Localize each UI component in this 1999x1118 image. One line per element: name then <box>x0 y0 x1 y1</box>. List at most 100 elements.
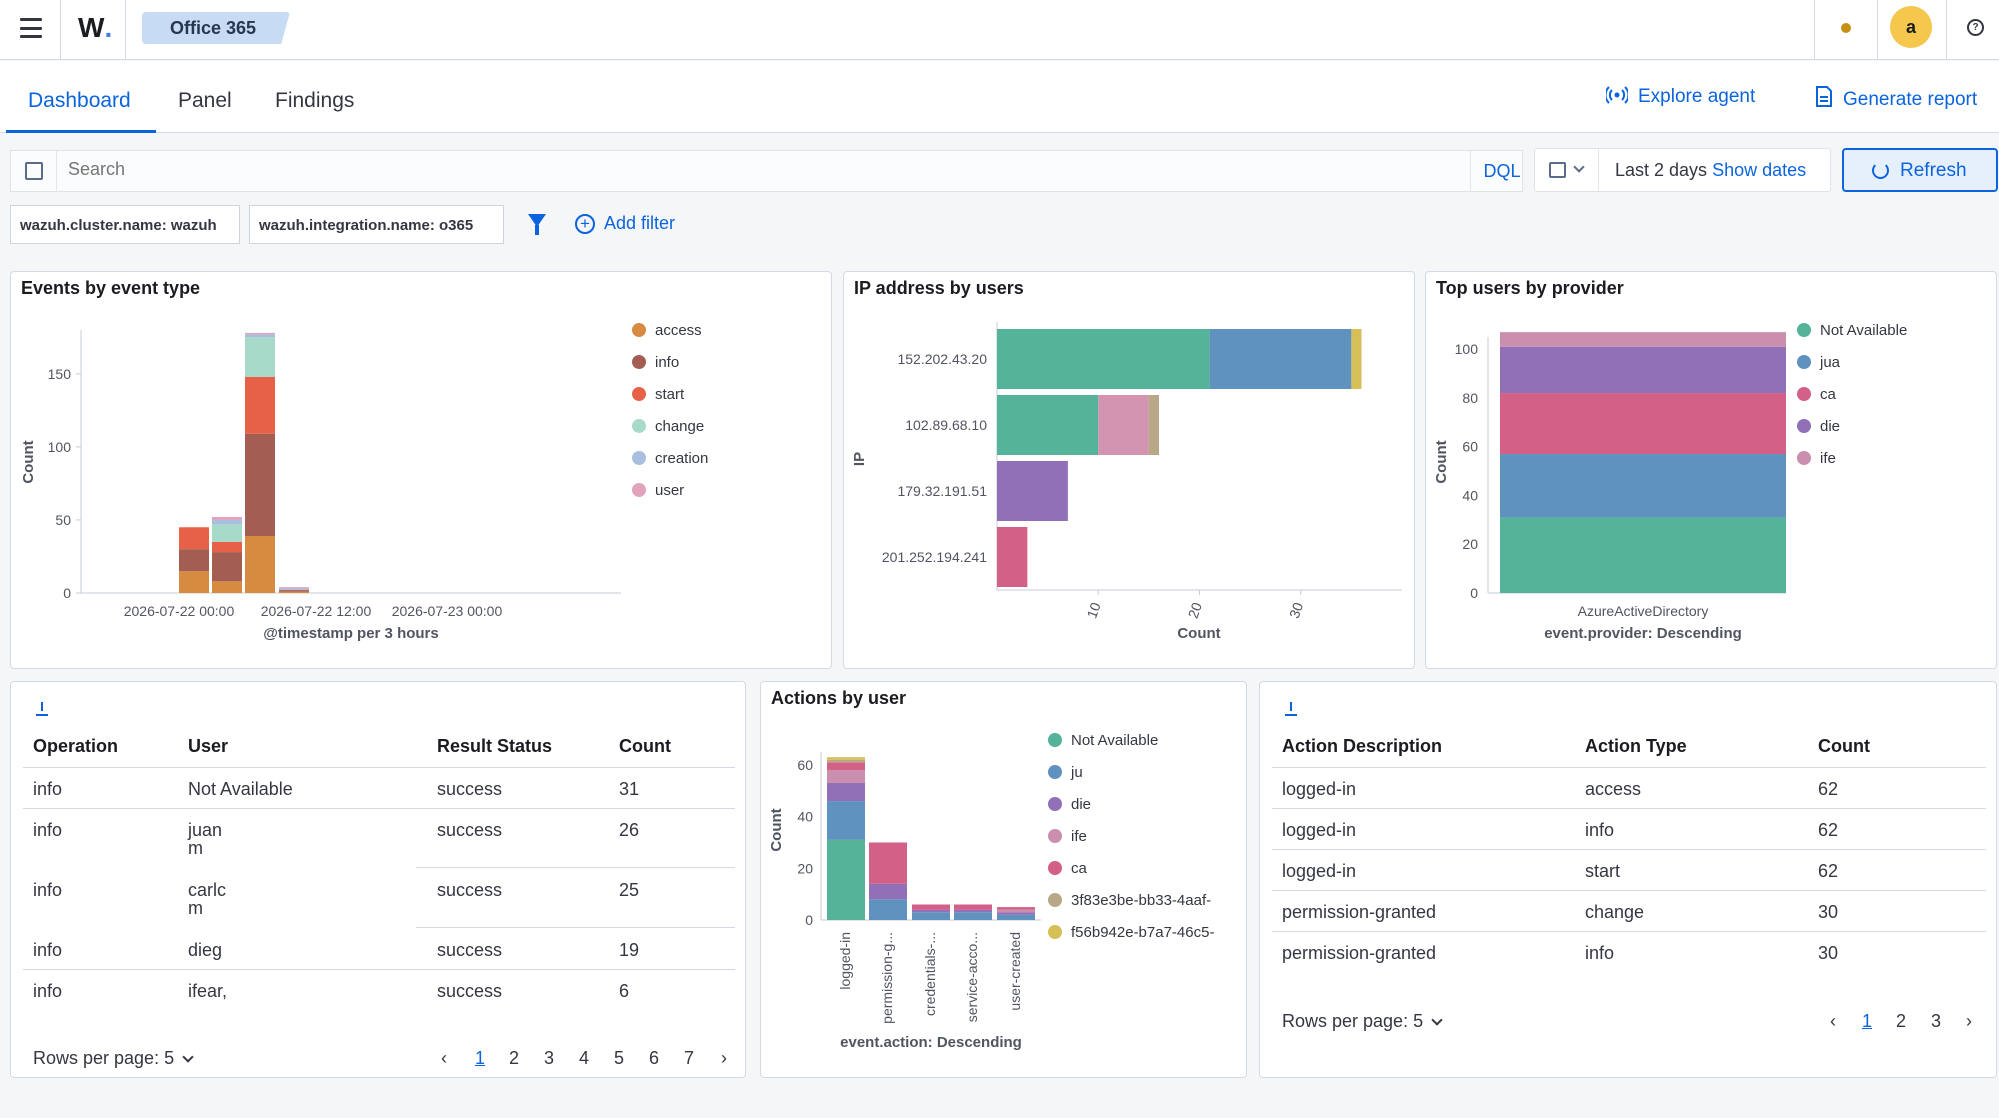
page-button[interactable]: 3 <box>1931 1011 1942 1031</box>
search-input[interactable] <box>68 159 1068 180</box>
download-icon[interactable] <box>35 702 51 718</box>
legend-swatch <box>1048 765 1062 779</box>
legend-swatch <box>632 483 646 497</box>
cell-status: success <box>437 940 503 960</box>
page-button[interactable]: 5 <box>614 1048 625 1068</box>
y-tick-label: 100 <box>1455 341 1479 357</box>
legend-label: ca <box>1071 860 1088 877</box>
cell-status: success <box>437 779 503 799</box>
rows-per-page-select[interactable]: Rows per page: 5 <box>1282 1011 1443 1032</box>
prev-page-icon[interactable]: ‹ <box>441 1048 447 1068</box>
y-tick-label: 0 <box>63 585 71 601</box>
x-tick-label: credentials-... <box>922 932 938 1016</box>
x-tick-label: 2026-07-22 00:00 <box>124 603 235 619</box>
cell-operation: info <box>33 820 63 840</box>
filter-pill-cluster[interactable]: wazuh.cluster.name: wazuh <box>10 205 240 244</box>
bar-segment <box>245 433 275 537</box>
notification-dot-icon[interactable] <box>1841 23 1851 33</box>
bar-segment <box>245 376 275 434</box>
tab-panel[interactable]: Panel <box>178 89 232 112</box>
column-header[interactable]: Action Type <box>1585 736 1687 756</box>
show-dates-link[interactable]: Show dates <box>1712 160 1807 180</box>
wazuh-logo[interactable]: W. <box>78 12 113 43</box>
bar-segment <box>245 334 275 338</box>
user-avatar[interactable]: a <box>1890 6 1932 48</box>
top-users-provider-panel: Top users by provider 0 20 40 60 80 100 AzureA… <box>1425 271 1997 669</box>
column-header[interactable]: Action Description <box>1282 736 1443 756</box>
prev-page-icon[interactable]: ‹ <box>1830 1011 1836 1031</box>
menu-icon[interactable] <box>20 18 42 38</box>
x-tick-label: logged-in <box>837 932 853 990</box>
legend-swatch <box>1797 419 1811 433</box>
page-button[interactable]: 2 <box>1896 1011 1907 1031</box>
column-header[interactable]: Count <box>619 736 671 756</box>
x-axis-label: event.provider: Descending <box>1544 625 1742 642</box>
help-icon[interactable]: ? <box>1967 19 1984 36</box>
cell-description: logged-in <box>1282 779 1357 799</box>
y-tick-label: 150 <box>48 366 72 382</box>
add-filter-button[interactable]: + Add filter <box>575 213 675 234</box>
filter-icon[interactable] <box>528 214 546 235</box>
y-tick-label: 20 <box>797 860 813 876</box>
download-icon[interactable] <box>1284 702 1300 718</box>
row-divider <box>416 927 735 928</box>
y-tick-label: 80 <box>1462 390 1478 406</box>
column-header[interactable]: Count <box>1818 736 1870 756</box>
page-button[interactable]: 4 <box>579 1048 590 1068</box>
bar-segment <box>212 581 242 593</box>
legend-swatch <box>632 323 646 337</box>
bar-segment <box>212 552 242 582</box>
cell-user: juan <box>188 820 223 840</box>
bar-segment <box>179 527 209 550</box>
y-tick-label: 0 <box>805 912 813 928</box>
cell-status: success <box>437 820 503 840</box>
page-button[interactable]: 7 <box>684 1048 695 1068</box>
tab-dashboard[interactable]: Dashboard <box>28 89 131 112</box>
rows-per-page-select[interactable]: Rows per page: 5 <box>33 1048 194 1069</box>
bar-segment <box>827 783 865 802</box>
page-button[interactable]: 6 <box>649 1048 660 1068</box>
generate-report-button[interactable]: Generate report <box>1815 86 1977 113</box>
quick-date-menu[interactable] <box>1535 149 1599 191</box>
legend-label: ca <box>1820 386 1837 403</box>
bar-segment <box>179 571 209 593</box>
column-header[interactable]: User <box>188 736 229 756</box>
row-divider <box>23 767 735 768</box>
bar-segment <box>997 912 1035 915</box>
page-button[interactable]: 1 <box>475 1048 486 1068</box>
cell-user-line2: m <box>188 898 203 918</box>
legend-label: Not Available <box>1071 732 1158 749</box>
filter-pill-integration[interactable]: wazuh.integration.name: o365 <box>249 205 504 244</box>
column-header[interactable]: Operation <box>33 736 119 756</box>
actions-chart: 0 20 40 60 logged-in permission-g... credentia… <box>768 732 1214 1051</box>
search-bar: DQL <box>10 150 1523 192</box>
panel-title: IP address by users <box>854 278 1024 298</box>
tab-findings[interactable]: Findings <box>275 89 355 112</box>
divider <box>60 0 61 60</box>
page-button[interactable]: 1 <box>1862 1011 1873 1031</box>
refresh-icon <box>1872 162 1889 179</box>
breadcrumb-office365[interactable]: Office 365 <box>142 12 290 44</box>
chevron-down-icon <box>1573 161 1585 173</box>
saved-queries-icon[interactable] <box>11 151 57 191</box>
bar-segment <box>954 909 992 913</box>
page-button[interactable]: 2 <box>509 1048 520 1068</box>
divider <box>1814 0 1815 60</box>
cell-count: 25 <box>619 880 640 900</box>
cell-description: permission-granted <box>1282 902 1437 922</box>
next-page-icon[interactable]: › <box>1966 1011 1972 1031</box>
y-tick-label: 100 <box>48 439 72 455</box>
refresh-button[interactable]: Refresh <box>1842 148 1998 192</box>
page-button[interactable]: 3 <box>544 1048 555 1068</box>
query-language-toggle[interactable]: DQL <box>1470 151 1533 191</box>
column-header[interactable]: Result Status <box>437 736 553 756</box>
x-tick-label: 2026-07-22 12:00 <box>261 603 372 619</box>
legend-label: change <box>655 418 704 435</box>
y-axis-label: Count <box>768 808 785 851</box>
explore-agent-button[interactable]: Explore agent <box>1604 86 1755 110</box>
cell-count: 6 <box>619 981 630 1001</box>
next-page-icon[interactable]: › <box>721 1048 727 1068</box>
cell-user: Not Available <box>188 779 293 799</box>
legend-swatch <box>1797 451 1811 465</box>
cell-type: access <box>1585 779 1642 799</box>
